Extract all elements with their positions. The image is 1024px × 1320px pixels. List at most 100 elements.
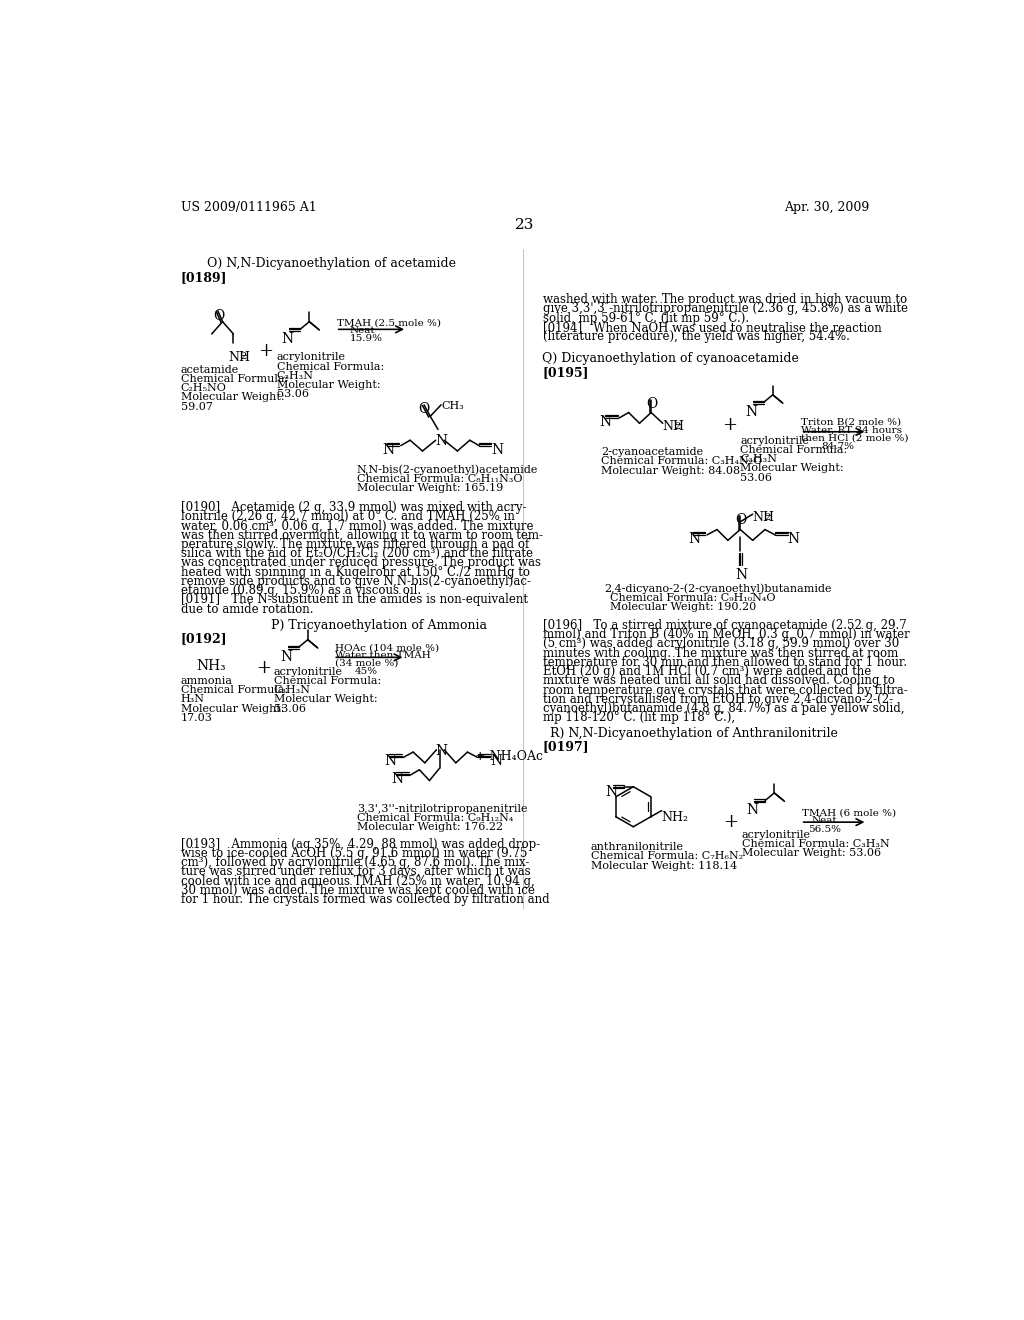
- Text: O: O: [419, 401, 430, 416]
- Text: TMAH (2.5 mole %): TMAH (2.5 mole %): [337, 318, 441, 327]
- Text: Chemical Formula:: Chemical Formula:: [740, 445, 848, 455]
- Text: (literature procedure), the yield was higher, 54.4%.: (literature procedure), the yield was hi…: [543, 330, 850, 343]
- Text: Molecular Weight:: Molecular Weight:: [740, 463, 844, 474]
- Text: acrylonitrile: acrylonitrile: [273, 667, 343, 677]
- Text: 53.06: 53.06: [276, 389, 309, 400]
- Text: 59.07: 59.07: [180, 401, 213, 412]
- Text: N: N: [744, 405, 757, 418]
- Text: remove side products and to give N,N-bis(2-cyanoethyl)ac-: remove side products and to give N,N-bis…: [180, 576, 530, 587]
- Text: ture was stirred under reflux for 3 days, after which it was: ture was stirred under reflux for 3 days…: [180, 866, 530, 878]
- Text: [0195]: [0195]: [543, 367, 589, 379]
- Text: N,N-bis(2-cyanoethyl)acetamide: N,N-bis(2-cyanoethyl)acetamide: [356, 465, 538, 475]
- Text: silica with the aid of Et₂O/CH₂Cl₂ (200 cm³) and the filtrate: silica with the aid of Et₂O/CH₂Cl₂ (200 …: [180, 548, 532, 560]
- Text: N: N: [435, 434, 447, 447]
- Text: mmol) and Triton B (40% in MeOH, 0.3 g, 0.7 mmol) in water: mmol) and Triton B (40% in MeOH, 0.3 g, …: [543, 628, 909, 642]
- Text: Molecular Weight: 53.06: Molecular Weight: 53.06: [741, 849, 881, 858]
- Text: C₃H₃N: C₃H₃N: [740, 454, 777, 465]
- Text: Chemical Formula: C₇H₆N₂: Chemical Formula: C₇H₆N₂: [591, 851, 742, 862]
- Text: 45%: 45%: [355, 668, 378, 676]
- Text: give 3,3',3″-nitrilotripropanenitrile (2.36 g, 45.8%) as a white: give 3,3',3″-nitrilotripropanenitrile (2…: [543, 302, 907, 315]
- Text: acrylonitrile: acrylonitrile: [276, 352, 346, 363]
- Text: cm³), followed by acrylonitrile (4.65 g, 87.6 mol). The mix-: cm³), followed by acrylonitrile (4.65 g,…: [180, 857, 529, 869]
- Text: O) N,N-Dicyanoethylation of acetamide: O) N,N-Dicyanoethylation of acetamide: [207, 257, 456, 271]
- Text: acetamide: acetamide: [180, 364, 239, 375]
- Text: N: N: [489, 755, 502, 768]
- Text: Water then TMAH: Water then TMAH: [335, 651, 431, 660]
- Text: Neat: Neat: [812, 816, 838, 825]
- Text: Molecular Weight:: Molecular Weight:: [180, 704, 285, 714]
- Text: Molecular Weight: 176.22: Molecular Weight: 176.22: [356, 822, 503, 832]
- Text: heated with spinning in a Kugelrohr at 150° C./2 mmHg to: heated with spinning in a Kugelrohr at 1…: [180, 566, 529, 578]
- Text: O: O: [213, 309, 224, 323]
- Text: [0194]   When NaOH was used to neutralise the reaction: [0194] When NaOH was used to neutralise …: [543, 321, 882, 334]
- Text: 84.7%: 84.7%: [821, 442, 855, 450]
- Text: 2: 2: [675, 422, 681, 430]
- Text: NH₂: NH₂: [662, 810, 688, 824]
- Text: (34 mole %): (34 mole %): [335, 659, 398, 668]
- Text: mp 118-120° C. (lit mp 118° C.),: mp 118-120° C. (lit mp 118° C.),: [543, 711, 735, 725]
- Text: N: N: [435, 743, 447, 758]
- Text: Chemical Formula:: Chemical Formula:: [180, 374, 288, 384]
- Text: Molecular Weight: 84.08: Molecular Weight: 84.08: [601, 466, 740, 475]
- Text: wise to ice-cooled AcOH (5.5 g, 91.6 mmol) in water (9.75: wise to ice-cooled AcOH (5.5 g, 91.6 mmo…: [180, 847, 527, 859]
- Text: 53.06: 53.06: [740, 473, 772, 483]
- Text: +: +: [722, 416, 736, 434]
- Text: room temperature gave crystals that were collected by filtra-: room temperature gave crystals that were…: [543, 684, 907, 697]
- Text: N: N: [382, 442, 394, 457]
- Text: NH: NH: [753, 511, 774, 524]
- Text: N: N: [787, 532, 800, 546]
- Text: [0196]   To a stirred mixture of cyanoacetamide (2.52 g, 29.7: [0196] To a stirred mixture of cyanoacet…: [543, 619, 906, 632]
- Text: 53.06: 53.06: [273, 704, 306, 714]
- Text: 2: 2: [241, 352, 247, 362]
- Text: NH: NH: [228, 351, 251, 364]
- Text: Molecular Weight: 118.14: Molecular Weight: 118.14: [591, 861, 737, 871]
- Text: 2-cyanoacetamide: 2-cyanoacetamide: [601, 447, 702, 457]
- Text: Q) Dicyanoethylation of cyanoacetamide: Q) Dicyanoethylation of cyanoacetamide: [542, 352, 799, 366]
- Text: Chemical Formula: C₈H₁₁N₃O: Chemical Formula: C₈H₁₁N₃O: [356, 474, 522, 484]
- Text: NH: NH: [663, 420, 685, 433]
- Text: acrylonitrile: acrylonitrile: [741, 830, 811, 840]
- Text: was then stirred overnight, allowing it to warm to room tem-: was then stirred overnight, allowing it …: [180, 529, 543, 541]
- Text: 17.03: 17.03: [180, 713, 213, 723]
- Text: cyanoethyl)butanamide (4.8 g, 84.7%) as a pale yellow solid,: cyanoethyl)butanamide (4.8 g, 84.7%) as …: [543, 702, 904, 715]
- Text: Chemical Formula: C₉H₁₀N₄O: Chemical Formula: C₉H₁₀N₄O: [610, 593, 775, 603]
- Text: N: N: [735, 568, 748, 582]
- Text: Water, RT 24 hours: Water, RT 24 hours: [801, 425, 902, 434]
- Text: [0191]   The N-substituent in the amides is non-equivalent: [0191] The N-substituent in the amides i…: [180, 594, 527, 606]
- Text: C₃H₃N: C₃H₃N: [273, 685, 310, 696]
- Text: solid, mp 59-61° C. (lit mp 59° C.).: solid, mp 59-61° C. (lit mp 59° C.).: [543, 312, 749, 325]
- Text: R) N,N-Dicyanoethylation of Anthranilonitrile: R) N,N-Dicyanoethylation of Anthraniloni…: [550, 726, 838, 739]
- Text: Chemical Formula:: Chemical Formula:: [276, 362, 384, 372]
- Text: mixture was heated until all solid had dissolved. Cooling to: mixture was heated until all solid had d…: [543, 675, 895, 688]
- Text: US 2009/0111965 A1: US 2009/0111965 A1: [180, 201, 316, 214]
- Text: O: O: [646, 397, 657, 411]
- Text: water, 0.06 cm³, 0.06 g, 1.7 mmol) was added. The mixture: water, 0.06 cm³, 0.06 g, 1.7 mmol) was a…: [180, 520, 534, 532]
- Text: for 1 hour. The crystals formed was collected by filtration and: for 1 hour. The crystals formed was coll…: [180, 892, 549, 906]
- Text: N: N: [599, 414, 611, 429]
- Text: HOAc (104 mole %): HOAc (104 mole %): [335, 644, 439, 652]
- Text: +: +: [258, 342, 273, 359]
- Text: Chemical Formula: C₉H₁₂N₄: Chemical Formula: C₉H₁₂N₄: [356, 813, 513, 822]
- Text: Chemical Formula:: Chemical Formula:: [180, 685, 288, 696]
- Text: [0192]: [0192]: [180, 632, 227, 645]
- Text: 2,4-dicyano-2-(2-cyanoethyl)butanamide: 2,4-dicyano-2-(2-cyanoethyl)butanamide: [604, 583, 833, 594]
- Text: C₂H₅NO: C₂H₅NO: [180, 383, 226, 393]
- Text: 2: 2: [764, 512, 770, 521]
- Text: Chemical Formula:: Chemical Formula:: [273, 676, 381, 686]
- Text: H₃N: H₃N: [180, 694, 205, 705]
- Text: perature slowly. The mixture was filtered through a pad of: perature slowly. The mixture was filtere…: [180, 539, 529, 550]
- Text: N: N: [492, 442, 504, 457]
- Text: then HCl (2 mole %): then HCl (2 mole %): [801, 433, 908, 442]
- Text: N: N: [280, 649, 292, 664]
- Text: Chemical Formula: C₃H₄N₂O: Chemical Formula: C₃H₄N₂O: [601, 457, 762, 466]
- Text: anthranilonitrile: anthranilonitrile: [591, 842, 684, 853]
- Text: TMAH (6 mole %): TMAH (6 mole %): [802, 808, 896, 817]
- Text: (5 cm³) was added acrylonitrile (3.18 g, 59.9 mmol) over 30: (5 cm³) was added acrylonitrile (3.18 g,…: [543, 638, 899, 651]
- Text: temperature for 30 min and then allowed to stand for 1 hour.: temperature for 30 min and then allowed …: [543, 656, 906, 669]
- Text: N: N: [385, 755, 396, 768]
- Text: ammonia: ammonia: [180, 676, 232, 686]
- Text: Molecular Weight:: Molecular Weight:: [276, 380, 381, 391]
- Text: N: N: [391, 772, 403, 787]
- Text: tion and recrystallised from EtOH to give 2,4-dicyano-2-(2-: tion and recrystallised from EtOH to giv…: [543, 693, 893, 706]
- Text: [0197]: [0197]: [543, 741, 589, 754]
